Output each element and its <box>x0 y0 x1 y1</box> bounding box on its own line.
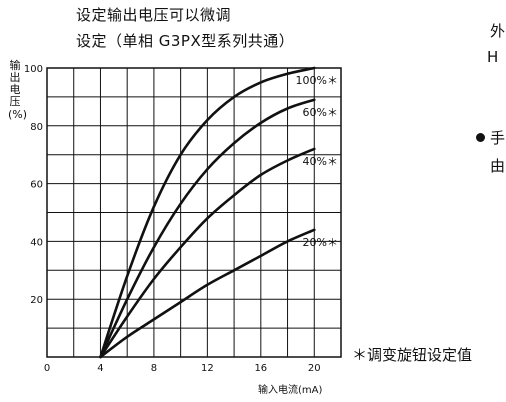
y-tick-label-20: 20 <box>30 295 43 306</box>
x-tick-label-8: 8 <box>151 363 157 374</box>
chart-title-line1: 设定输出电压可以微调 <box>76 6 232 24</box>
y-tick-label-80: 80 <box>30 122 43 133</box>
x-axis-label: 输入电流(mA) <box>258 385 323 396</box>
y-tick-label-40: 40 <box>30 237 43 248</box>
side-text-fragment-1: 外 <box>490 22 506 40</box>
footnote: ＊调变旋钮设定值 <box>352 346 473 364</box>
plot-frame <box>46 67 342 358</box>
x-tick-label-20: 20 <box>308 363 321 374</box>
bullet-icon <box>476 133 485 142</box>
chart-title-line2: 设定（单相 G3PX型系列共通） <box>76 32 295 50</box>
y-tick-label-60: 60 <box>30 180 43 191</box>
y-axis-label-text: 输出电压 <box>9 59 21 108</box>
series-label-1: 100%＊ <box>296 74 338 87</box>
series-line-3 <box>99 147 316 359</box>
series-line-2 <box>99 98 316 359</box>
x-tick-label-0: 0 <box>44 363 50 374</box>
x-tick-label-16: 16 <box>254 363 267 374</box>
side-text-fragment-4: 由 <box>490 157 506 175</box>
y-tick-label-100: 100 <box>24 64 43 75</box>
side-text-fragment-2: H <box>487 48 499 66</box>
series-line-1 <box>99 66 316 359</box>
series-label-3: 40%＊ <box>303 155 338 168</box>
series-label-4: 20%＊ <box>303 236 338 249</box>
series-label-2: 60%＊ <box>303 106 338 119</box>
x-tick-label-12: 12 <box>201 363 214 374</box>
series-line-4 <box>99 228 316 359</box>
side-text-fragment-3: 手 <box>490 129 506 147</box>
x-tick-label-4: 4 <box>97 363 103 374</box>
